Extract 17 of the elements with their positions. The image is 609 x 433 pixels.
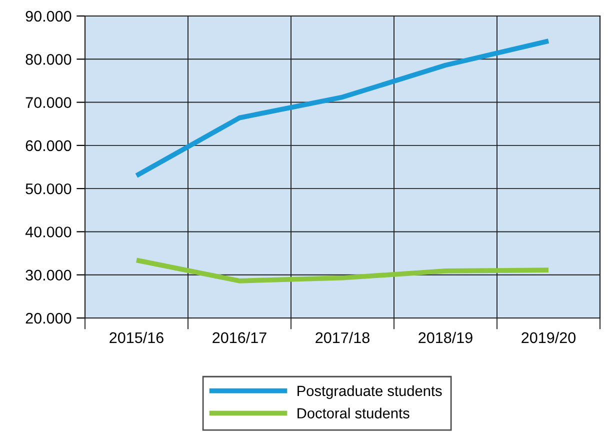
y-tick-label: 80.000: [26, 54, 72, 65]
line-series: [134, 258, 551, 284]
y-tick-label: 20.000: [26, 312, 72, 324]
x-tick-label: 2018/19: [418, 332, 472, 344]
legend-label: Postgraduate students: [298, 385, 442, 399]
y-tick-label: 70.000: [26, 97, 72, 108]
y-tick-label: 50.000: [26, 183, 72, 194]
y-tick-label: 40.000: [25, 226, 72, 238]
x-tick-label: 2017/18: [316, 332, 370, 344]
x-tick-label: 2019/20: [522, 332, 576, 344]
x-tick-label: 2015/16: [110, 332, 164, 344]
y-tick-label: 30.000: [26, 270, 72, 281]
y-tick-label: 60.000: [26, 140, 72, 152]
y-tick-label: 90.000: [26, 10, 72, 22]
line-series: [134, 38, 551, 178]
legend-label: Doctoral students: [298, 408, 410, 418]
x-tick-label: 2016/17: [212, 332, 266, 344]
